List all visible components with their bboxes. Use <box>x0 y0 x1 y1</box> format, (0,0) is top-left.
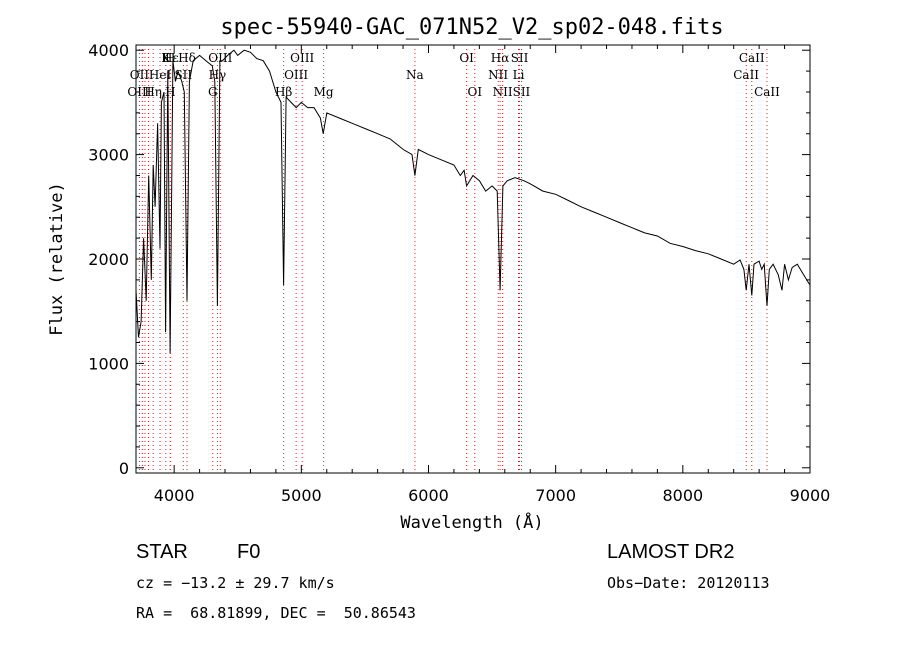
line-label: OIII <box>208 51 232 65</box>
line-label: CaII <box>739 51 765 65</box>
survey-name: LAMOST DR2 <box>607 541 735 563</box>
y-tick-label: 2000 <box>88 250 129 269</box>
line-label: NII <box>493 85 513 99</box>
line-label: Hβ <box>275 85 292 99</box>
line-label: H <box>165 85 175 99</box>
x-tick-label: 4000 <box>154 486 195 505</box>
line-label: G <box>208 85 218 99</box>
line-label: SII <box>513 85 531 99</box>
line-label: Hδ <box>178 51 196 65</box>
x-tick-label: 9000 <box>790 486 831 505</box>
coordinates: RA = 68.81899, DEC = 50.86543 <box>136 604 416 622</box>
observation-date: Obs−Date: 20120113 <box>607 574 770 592</box>
line-label: K <box>161 51 171 65</box>
y-tick-label: 3000 <box>88 146 129 165</box>
line-label: OIII <box>290 51 314 65</box>
x-tick-label: 6000 <box>408 486 449 505</box>
line-label: OIII <box>284 68 308 82</box>
plot-frame <box>135 44 811 474</box>
x-tick-label: 7000 <box>535 486 576 505</box>
x-tick-label: 8000 <box>662 486 703 505</box>
x-tick-label: 5000 <box>281 486 322 505</box>
line-label: OI <box>467 85 482 99</box>
line-label: SII <box>511 51 529 65</box>
y-tick-label: 0 <box>119 459 129 478</box>
line-label: NII <box>488 68 508 82</box>
subclass: F0 <box>237 541 261 563</box>
redshift-velocity: cz = −13.2 ± 29.7 km/s <box>136 574 335 592</box>
line-label: SII <box>174 68 192 82</box>
line-label: OI <box>459 51 474 65</box>
y-tick-label: 4000 <box>88 41 129 60</box>
spectrum-line <box>135 49 811 354</box>
line-label: OII <box>130 68 150 82</box>
line-label: OIII <box>127 85 151 99</box>
line-label: HeI <box>149 68 172 82</box>
line-label: Mg <box>314 85 334 99</box>
spectrum-series-layer <box>135 49 811 354</box>
chart-title: spec-55940-GAC_071N52_V2_sp02-048.fits <box>220 15 723 40</box>
axis-ticks-layer: 4000 5000 6000 7000 8000 9000 0 1000 2000 3000 400… <box>88 41 830 505</box>
line-label: Li <box>513 68 525 82</box>
line-label: Hγ <box>209 68 227 82</box>
y-tick-label: 1000 <box>88 354 129 373</box>
line-marker-layer <box>138 49 768 473</box>
line-label: Na <box>406 68 424 82</box>
line-label: H <box>165 51 175 65</box>
y-axis-label: Flux (relative) <box>47 182 67 336</box>
line-label: CaII <box>733 68 759 82</box>
x-axis-label: Wavelength (Å) <box>400 511 543 533</box>
object-type: STAR <box>136 541 188 563</box>
line-label: Hα <box>491 51 510 65</box>
line-label: CaII <box>754 85 780 99</box>
line-label: Hη <box>144 85 162 99</box>
line-label: Hε <box>162 51 179 65</box>
